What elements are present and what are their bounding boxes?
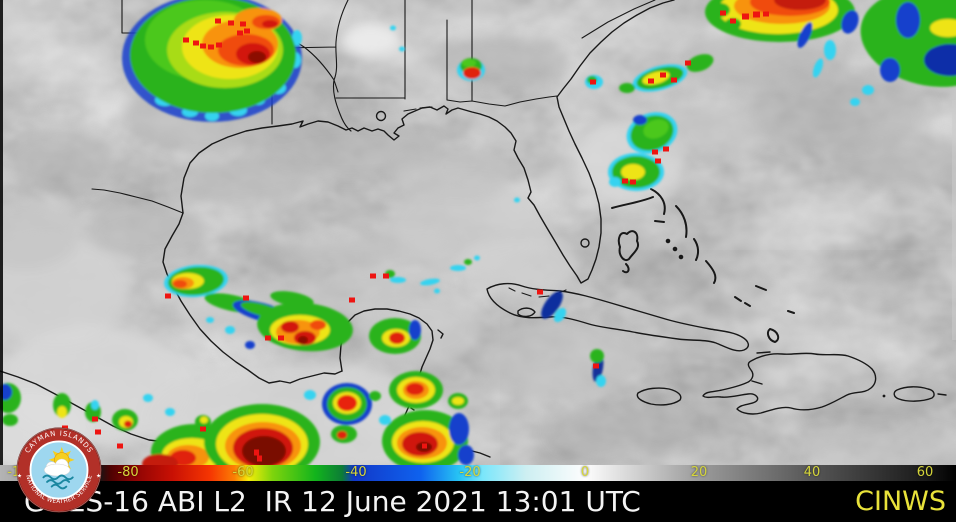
storm-southwest-corner — [0, 383, 211, 431]
svg-text:★: ★ — [17, 473, 22, 479]
storm-central-america — [142, 371, 474, 465]
right-edge-strip — [952, 100, 956, 340]
storm-cayman — [590, 349, 606, 387]
hotspot-markers — [62, 10, 769, 462]
left-edge-strip — [0, 0, 3, 465]
us-coastline — [180, 0, 675, 284]
storm-oklahoma — [122, 0, 302, 122]
colorbar-tick: 40 — [803, 465, 821, 480]
colorbar-tick: -40 — [345, 465, 367, 480]
product-title: GOES-16 ABI L2 IR 12 June 2021 13:01 UTC — [24, 485, 641, 518]
bahamas-islands — [611, 188, 795, 343]
storm-top-right — [705, 0, 859, 78]
svg-text:★: ★ — [96, 473, 101, 479]
waves-icon — [42, 474, 74, 490]
colorbar-tick: 60 — [916, 465, 934, 480]
jamaica-coastline — [636, 387, 682, 406]
gulf-specks — [385, 25, 520, 294]
colorbar-tick: 0 — [580, 465, 590, 480]
colorbar-tick: 20 — [690, 465, 708, 480]
storm-cuba — [541, 291, 567, 323]
us-mexico-border — [91, 188, 184, 214]
ir-colorbar: -100 -80 -60 -40 -20 0 20 40 60 — [0, 465, 956, 481]
puerto-rico-coastline — [893, 386, 947, 402]
logo-stars: ★ ★ — [17, 473, 101, 479]
cloud-icon — [44, 458, 71, 477]
cinws-logo: CAYMAN ISLANDS NATIONAL WEATHER SERVICE … — [16, 427, 102, 513]
storm-bahamas — [608, 112, 678, 191]
convection-cells — [0, 0, 956, 465]
hispaniola-coastline — [702, 351, 877, 415]
credit-label: CINWS — [855, 486, 946, 517]
ir-satellite-map — [0, 0, 956, 465]
caption-bar: GOES-16 ABI L2 IR 12 June 2021 13:01 UTC… — [0, 481, 956, 522]
storm-corner-ne — [850, 0, 956, 106]
colorbar-tick: -80 — [117, 465, 139, 480]
colorbar-tick: -20 — [459, 465, 481, 480]
storm-alabama — [457, 58, 485, 81]
colorbar-tick: -60 — [232, 465, 254, 480]
mexico-coastline — [162, 212, 343, 384]
